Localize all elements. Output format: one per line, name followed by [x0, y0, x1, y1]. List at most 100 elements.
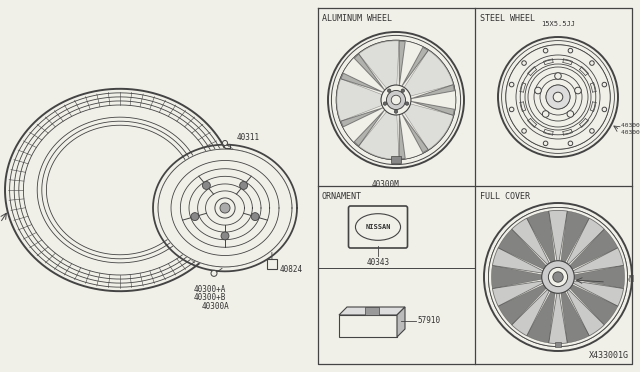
Circle shape [602, 107, 607, 112]
Circle shape [567, 111, 573, 117]
Polygon shape [354, 110, 385, 146]
Circle shape [381, 85, 411, 115]
Polygon shape [359, 41, 399, 89]
Polygon shape [492, 281, 543, 306]
Bar [267, 259, 277, 269]
Polygon shape [158, 149, 292, 267]
Polygon shape [354, 54, 385, 90]
Polygon shape [402, 47, 428, 86]
Circle shape [211, 270, 217, 276]
Circle shape [555, 73, 561, 79]
Polygon shape [566, 289, 604, 336]
Polygon shape [573, 281, 623, 306]
Polygon shape [340, 108, 383, 127]
Polygon shape [574, 266, 625, 289]
Circle shape [223, 141, 227, 145]
Circle shape [553, 92, 563, 102]
Polygon shape [492, 248, 543, 273]
Circle shape [542, 111, 549, 117]
Circle shape [543, 48, 548, 53]
Text: ORNAMENT: ORNAMENT [322, 192, 362, 201]
Polygon shape [548, 211, 567, 261]
Circle shape [546, 85, 570, 109]
Circle shape [220, 203, 230, 213]
Text: 40300+A: 40300+A [194, 285, 226, 294]
Circle shape [543, 141, 548, 146]
Circle shape [553, 272, 563, 282]
Polygon shape [404, 50, 453, 96]
Circle shape [405, 102, 409, 105]
Circle shape [488, 208, 628, 347]
Polygon shape [492, 266, 542, 289]
Polygon shape [411, 85, 454, 99]
Circle shape [506, 45, 610, 149]
Text: STEEL WHEEL: STEEL WHEEL [480, 14, 535, 23]
Polygon shape [512, 289, 549, 336]
Circle shape [522, 129, 526, 133]
Text: ALUMINUM WHEEL: ALUMINUM WHEEL [322, 14, 392, 23]
Text: 40311: 40311 [237, 134, 260, 142]
Polygon shape [548, 293, 567, 344]
Polygon shape [340, 73, 383, 92]
Bar [555, 342, 561, 347]
Circle shape [568, 48, 573, 53]
Polygon shape [561, 292, 589, 343]
Text: 40300+B: 40300+B [194, 294, 226, 302]
Polygon shape [561, 211, 589, 262]
Polygon shape [573, 248, 623, 273]
Polygon shape [359, 112, 399, 159]
Polygon shape [570, 285, 618, 325]
Circle shape [394, 110, 397, 113]
Text: 40300A: 40300A [201, 302, 229, 311]
Circle shape [383, 102, 387, 105]
Circle shape [589, 129, 594, 133]
Polygon shape [47, 125, 194, 255]
Circle shape [509, 107, 514, 112]
Text: 40824: 40824 [280, 264, 303, 273]
Circle shape [401, 89, 404, 92]
Polygon shape [570, 229, 618, 269]
Polygon shape [404, 104, 453, 150]
Circle shape [568, 141, 573, 146]
Text: 40315M: 40315M [607, 275, 635, 283]
Circle shape [336, 40, 456, 160]
Polygon shape [512, 218, 549, 264]
Text: 40300+B (BLACK): 40300+B (BLACK) [621, 130, 640, 135]
Polygon shape [566, 218, 604, 264]
Text: 40300M: 40300M [372, 180, 400, 189]
Polygon shape [397, 307, 405, 337]
Polygon shape [365, 307, 380, 315]
Circle shape [575, 87, 581, 94]
Circle shape [202, 182, 211, 189]
Circle shape [387, 89, 391, 92]
Circle shape [387, 90, 406, 109]
Polygon shape [498, 285, 547, 325]
Polygon shape [527, 292, 555, 343]
Circle shape [391, 95, 401, 105]
Polygon shape [411, 101, 454, 115]
Polygon shape [399, 41, 405, 86]
Circle shape [589, 61, 594, 65]
Circle shape [535, 87, 541, 94]
Circle shape [522, 61, 526, 65]
Text: 40343: 40343 [367, 258, 390, 267]
Polygon shape [402, 114, 428, 153]
Polygon shape [498, 229, 547, 269]
Text: FULL COVER: FULL COVER [480, 192, 530, 201]
Circle shape [251, 213, 259, 221]
Bar [391, 157, 401, 163]
Circle shape [509, 82, 514, 87]
Circle shape [221, 232, 229, 240]
Circle shape [541, 261, 574, 293]
Circle shape [191, 213, 199, 221]
Circle shape [548, 267, 568, 286]
Polygon shape [339, 315, 397, 337]
Polygon shape [527, 211, 555, 262]
Polygon shape [399, 115, 405, 159]
Circle shape [239, 182, 248, 189]
Circle shape [215, 198, 235, 218]
Text: NISSAN: NISSAN [365, 224, 391, 230]
Text: X433001G: X433001G [589, 351, 629, 360]
Circle shape [602, 82, 607, 87]
Text: 40300+A (SILVER): 40300+A (SILVER) [621, 123, 640, 128]
